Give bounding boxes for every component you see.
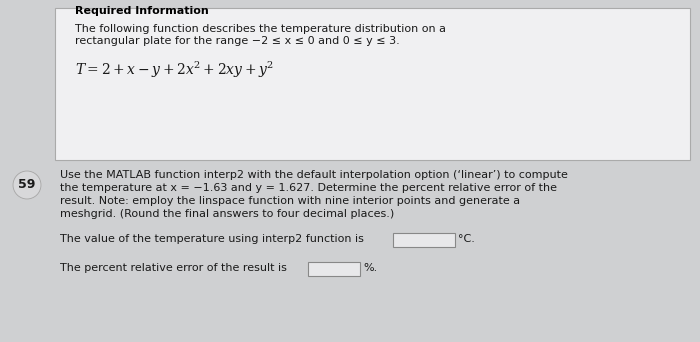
FancyBboxPatch shape [308,262,360,276]
Text: the temperature at x = −1.63 and y = 1.627. Determine the percent relative error: the temperature at x = −1.63 and y = 1.6… [60,183,557,193]
Text: Use the MATLAB function interp2 with the default interpolation option (‘linear’): Use the MATLAB function interp2 with the… [60,170,568,180]
Circle shape [13,171,41,199]
Text: °C.: °C. [458,234,475,244]
Text: rectangular plate for the range −2 ≤ x ≤ 0 and 0 ≤ y ≤ 3.: rectangular plate for the range −2 ≤ x ≤… [75,36,400,46]
Text: %.: %. [363,263,377,273]
Text: 59: 59 [18,179,36,192]
Text: The percent relative error of the result is: The percent relative error of the result… [60,263,290,273]
Text: meshgrid. (Round the final answers to four decimal places.): meshgrid. (Round the final answers to fo… [60,209,394,219]
Text: The value of the temperature using interp2 function is: The value of the temperature using inter… [60,234,368,244]
Text: result. Note: employ the linspace function with nine interior points and generat: result. Note: employ the linspace functi… [60,196,520,206]
Text: $T = 2 + x - y + 2x^2 + 2xy + y^2$: $T = 2 + x - y + 2x^2 + 2xy + y^2$ [75,60,274,80]
FancyBboxPatch shape [393,233,455,247]
Text: The following function describes the temperature distribution on a: The following function describes the tem… [75,24,446,34]
Text: Required Information: Required Information [75,6,209,16]
FancyBboxPatch shape [55,8,690,160]
